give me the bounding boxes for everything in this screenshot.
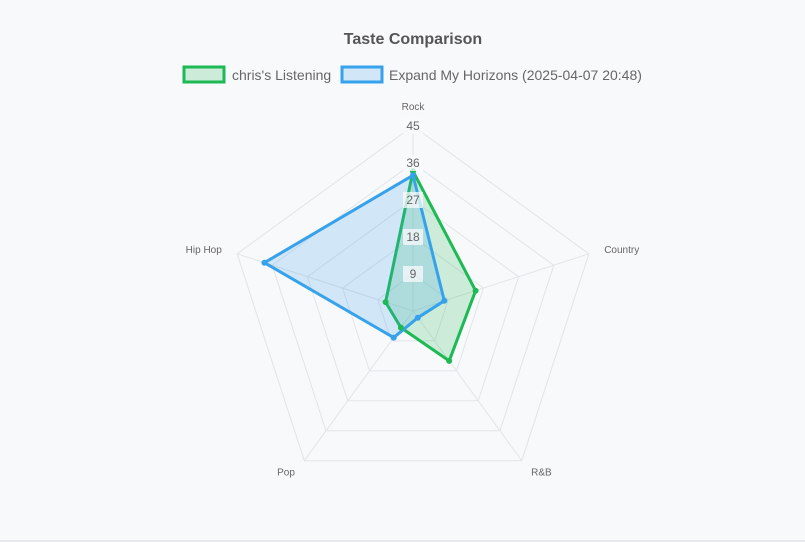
tick-backdrop-45 — [403, 118, 423, 134]
point-chris-s-listening-country[interactable] — [472, 287, 479, 294]
legend-label-chris-listening[interactable]: chris's Listening — [232, 67, 331, 83]
radar-tick-labels: 9 18 27 36 45 — [403, 118, 423, 282]
radar-series — [261, 168, 479, 364]
point-expand-my-horizons-2025-04-07-20-48-pop[interactable] — [390, 334, 397, 341]
axis-label-r-b: R&B — [531, 468, 552, 479]
point-chris-s-listening-pop[interactable] — [397, 324, 404, 331]
legend-swatch-chris-listening[interactable] — [182, 65, 226, 84]
tick-label-18: 18 — [406, 230, 420, 244]
point-expand-my-horizons-2025-04-07-20-48-country[interactable] — [441, 297, 448, 304]
axis-label-hip-hop: Hip Hop — [186, 245, 223, 256]
axis-label-rock: Rock — [402, 102, 426, 113]
tick-label-27: 27 — [406, 193, 420, 207]
grid-ring-2 — [342, 236, 484, 372]
series-area-chris-s-listening — [384, 169, 478, 363]
point-expand-my-horizons-2025-04-07-20-48-r-b[interactable] — [414, 314, 421, 321]
grid-ring-3 — [306, 199, 520, 402]
series-area-expand-my-horizons-2025-04-07-20-48 — [262, 173, 446, 340]
tick-backdrop-36 — [403, 155, 423, 171]
tick-backdrop-9 — [403, 266, 423, 282]
tick-label-36: 36 — [406, 156, 420, 170]
point-chris-s-listening-hip-hop[interactable] — [382, 299, 389, 306]
radar-axis-labels: Rock Country R&B Pop Hip Hop — [186, 102, 640, 479]
point-chris-s-listening-r-b[interactable] — [446, 357, 453, 364]
axis-label-country: Country — [604, 245, 639, 256]
chart-title: Taste Comparison — [344, 31, 482, 48]
tick-backdrop-18 — [403, 229, 423, 245]
tick-label-45: 45 — [406, 119, 420, 133]
legend-swatch-expand-my-horizons[interactable] — [340, 65, 384, 84]
legend: chris's Listening Expand My Horizons (20… — [182, 65, 642, 84]
bottom-divider — [0, 540, 805, 542]
axis-label-pop: Pop — [277, 468, 295, 479]
grid-spoke-r-b — [412, 310, 523, 461]
grid-ring-4 — [271, 162, 555, 432]
tick-label-9: 9 — [410, 267, 417, 281]
point-expand-my-horizons-2025-04-07-20-48-rock[interactable] — [410, 172, 416, 179]
point-expand-my-horizons-2025-04-07-20-48-hip-hop[interactable] — [261, 259, 268, 266]
tick-backdrop-27 — [403, 192, 423, 208]
legend-label-expand-my-horizons[interactable]: Expand My Horizons (2025-04-07 20:48) — [389, 67, 642, 83]
grid-ring-5 — [236, 125, 590, 462]
